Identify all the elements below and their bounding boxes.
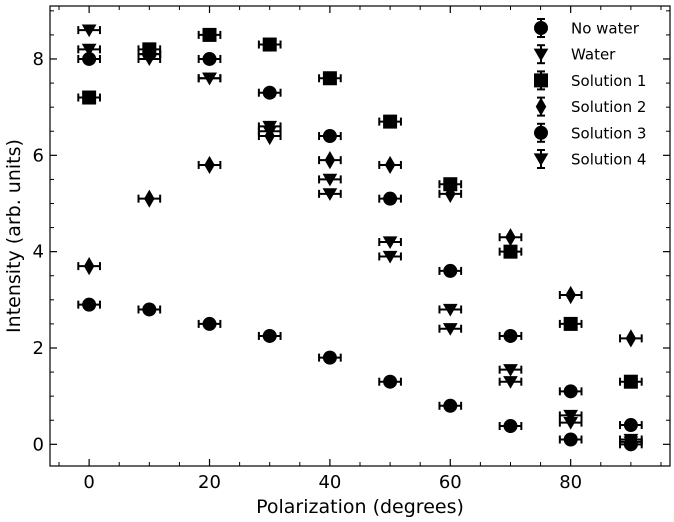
data-point bbox=[623, 418, 638, 433]
data-point bbox=[565, 285, 576, 305]
legend-marker bbox=[534, 73, 548, 88]
legend: No water Water Solution 1 Solution 2 Solutio… bbox=[533, 18, 646, 169]
data-point bbox=[82, 297, 97, 312]
legend-label: Solution 4 bbox=[571, 151, 646, 169]
data-point bbox=[204, 155, 215, 175]
data-point bbox=[442, 323, 458, 336]
legend-marker bbox=[534, 21, 548, 35]
data-point bbox=[322, 350, 337, 365]
data-point bbox=[383, 114, 398, 129]
y-tick-label: 2 bbox=[33, 338, 44, 359]
x-axis-label: Polarization (degrees) bbox=[256, 496, 464, 518]
data-point bbox=[202, 72, 217, 86]
data-point bbox=[503, 376, 518, 389]
data-point bbox=[322, 188, 338, 201]
x-tick-label: 20 bbox=[198, 472, 221, 493]
y-tick-label: 8 bbox=[33, 49, 44, 70]
legend-marker bbox=[534, 125, 548, 140]
data-point bbox=[83, 257, 95, 276]
data-point bbox=[443, 263, 458, 278]
data-point bbox=[625, 329, 637, 348]
axis-ticks: 0 20 40 60 80 0 2 4 6 8 bbox=[33, 6, 670, 493]
data-point bbox=[262, 37, 277, 52]
series-4 bbox=[77, 47, 643, 433]
data-point bbox=[383, 191, 398, 206]
data-point bbox=[202, 316, 217, 331]
x-tick-label: 80 bbox=[559, 472, 582, 493]
data-marks bbox=[77, 24, 643, 452]
data-point bbox=[202, 51, 217, 66]
y-axis-label: Intensity (arb. units) bbox=[3, 139, 25, 333]
data-point bbox=[503, 244, 518, 259]
data-point bbox=[82, 51, 97, 66]
data-point bbox=[505, 228, 516, 247]
data-point bbox=[503, 419, 518, 434]
data-point bbox=[322, 173, 338, 187]
data-point bbox=[442, 303, 458, 317]
data-point bbox=[383, 374, 398, 389]
data-point bbox=[443, 398, 458, 413]
data-point bbox=[623, 374, 638, 389]
x-tick-label: 60 bbox=[439, 472, 462, 493]
legend-marker bbox=[533, 153, 549, 166]
data-point bbox=[262, 328, 277, 343]
data-point bbox=[563, 316, 578, 331]
data-point bbox=[563, 417, 579, 430]
data-point bbox=[262, 125, 278, 139]
data-point bbox=[322, 129, 337, 144]
data-point bbox=[445, 184, 456, 203]
y-tick-label: 4 bbox=[33, 242, 44, 263]
data-point bbox=[382, 236, 398, 250]
y-tick-label: 0 bbox=[33, 434, 44, 455]
x-tick-label: 0 bbox=[83, 472, 94, 493]
data-point bbox=[324, 151, 336, 170]
y-tick-label: 6 bbox=[33, 145, 44, 166]
data-point bbox=[563, 432, 578, 447]
series-5 bbox=[77, 43, 643, 449]
legend-marker bbox=[535, 97, 547, 116]
data-point bbox=[563, 384, 578, 399]
data-point bbox=[142, 302, 157, 317]
data-point bbox=[443, 177, 458, 192]
data-point bbox=[202, 27, 217, 42]
data-point bbox=[81, 24, 97, 38]
data-point bbox=[144, 189, 155, 208]
data-point bbox=[262, 85, 277, 100]
data-point bbox=[322, 71, 337, 86]
legend-marker bbox=[533, 48, 549, 62]
legend-label: Solution 1 bbox=[571, 72, 646, 90]
data-point bbox=[384, 155, 396, 175]
data-point bbox=[81, 43, 97, 57]
data-point bbox=[563, 409, 579, 423]
legend-label: Solution 3 bbox=[571, 124, 646, 142]
data-point bbox=[382, 250, 398, 264]
data-point bbox=[503, 364, 518, 377]
data-point bbox=[82, 90, 97, 105]
x-tick-label: 40 bbox=[318, 472, 341, 493]
data-point bbox=[623, 436, 639, 449]
legend-label: Water bbox=[571, 46, 616, 64]
legend-label: No water bbox=[571, 20, 640, 38]
data-point bbox=[141, 53, 157, 66]
legend-label: Solution 2 bbox=[571, 98, 646, 116]
data-point bbox=[503, 328, 518, 343]
